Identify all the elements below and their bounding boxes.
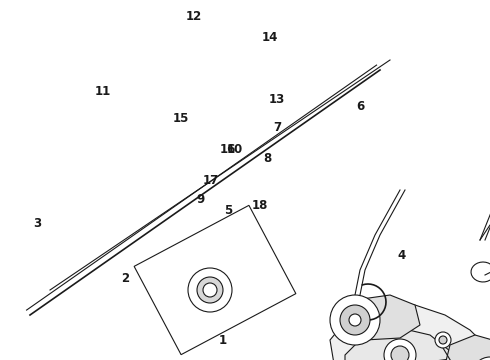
Text: 18: 18 [251,199,268,212]
Text: 2: 2 [121,273,129,285]
Circle shape [330,295,380,345]
Circle shape [197,277,223,303]
Text: 17: 17 [202,174,219,186]
Circle shape [435,332,451,348]
Text: 4: 4 [398,249,406,262]
Polygon shape [345,328,455,360]
Text: 8: 8 [263,152,271,165]
Polygon shape [330,300,490,360]
Text: 12: 12 [185,10,202,23]
Circle shape [439,336,447,344]
Text: 15: 15 [173,112,190,125]
Polygon shape [445,335,490,360]
Text: 14: 14 [261,31,278,44]
Circle shape [340,305,370,335]
Text: 16: 16 [220,143,236,156]
Text: 11: 11 [95,85,111,98]
Text: 7: 7 [273,121,281,134]
Text: 13: 13 [269,93,285,105]
Circle shape [203,283,217,297]
Circle shape [384,339,416,360]
Circle shape [391,346,409,360]
Text: 10: 10 [227,143,244,156]
Text: 1: 1 [219,334,227,347]
Polygon shape [134,205,296,355]
Text: 5: 5 [224,204,232,217]
Text: 6: 6 [356,100,364,113]
Circle shape [188,268,232,312]
Text: 9: 9 [197,193,205,206]
Circle shape [349,314,361,326]
Text: 3: 3 [33,217,41,230]
Circle shape [472,357,490,360]
Polygon shape [335,295,420,340]
